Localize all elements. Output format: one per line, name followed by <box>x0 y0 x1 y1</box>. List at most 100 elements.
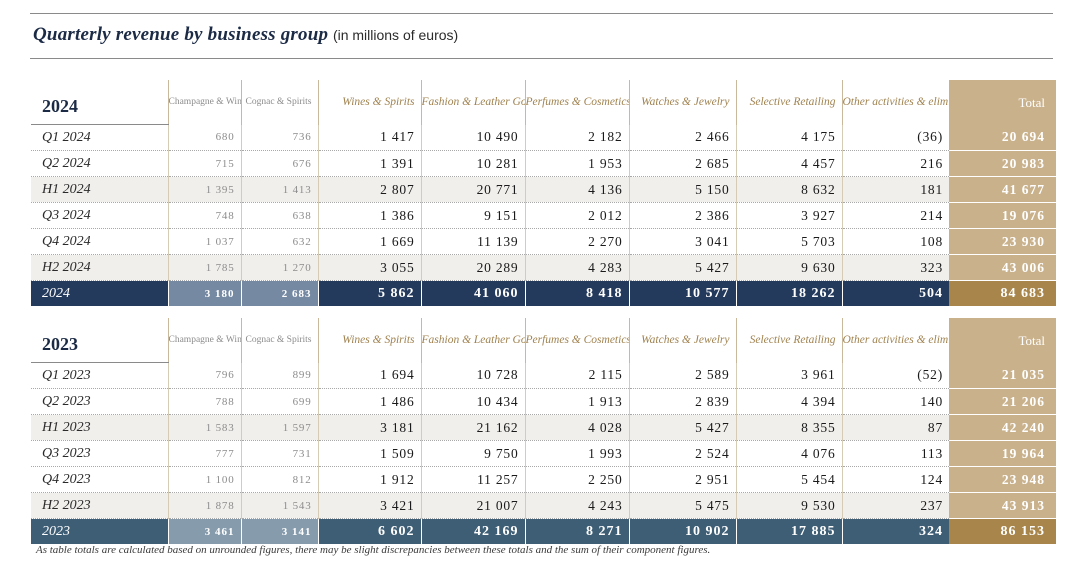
cell: 1 993 <box>524 440 629 467</box>
cell: 8 418 <box>524 280 629 306</box>
cell: (52) <box>841 362 949 389</box>
table-row: Q4 2024 1 037 632 1 669 11 139 2 270 3 0… <box>31 228 1056 255</box>
total-cell: 21 206 <box>949 388 1056 415</box>
cell: 21 162 <box>420 414 525 441</box>
row-label: H1 2023 <box>31 414 168 441</box>
total-cell: 19 964 <box>949 440 1056 467</box>
cell: 323 <box>841 254 949 281</box>
cell: 4 136 <box>524 176 629 203</box>
cell: 3 141 <box>240 518 318 544</box>
cell: 788 <box>167 388 241 415</box>
col-cognac: Cognac & Spirits <box>240 318 318 363</box>
cell: 2 012 <box>524 202 629 229</box>
cell: 731 <box>240 440 318 467</box>
cell: 2 524 <box>628 440 736 467</box>
title-text: Quarterly revenue by business group <box>33 24 329 45</box>
cell: 1 100 <box>167 466 241 493</box>
row-label: Q1 2024 <box>31 124 168 151</box>
col-perfumes: Perfumes & Cosmetics <box>524 80 629 125</box>
cell: 8 271 <box>524 518 629 544</box>
cell: 9 530 <box>735 492 842 519</box>
cell: 237 <box>841 492 949 519</box>
cell: 5 862 <box>317 280 421 306</box>
cell: 1 785 <box>167 254 241 281</box>
cell: 4 457 <box>735 150 842 177</box>
cell: 676 <box>240 150 318 177</box>
cell: 3 041 <box>628 228 736 255</box>
footnote: As table totals are calculated based on … <box>36 544 711 556</box>
cell: 2 839 <box>628 388 736 415</box>
cell: 5 475 <box>628 492 736 519</box>
cell: 748 <box>167 202 241 229</box>
cell: 1 486 <box>317 388 421 415</box>
cell: 4 283 <box>524 254 629 281</box>
cell: 3 181 <box>317 414 421 441</box>
cell: 1 694 <box>317 362 421 389</box>
cell: 1 953 <box>524 150 629 177</box>
cell: 20 289 <box>420 254 525 281</box>
total-cell: 43 913 <box>949 492 1056 519</box>
cell: 812 <box>240 466 318 493</box>
col-selective: Selective Retailing <box>735 318 842 363</box>
year-total-row: 2024 3 180 2 683 5 862 41 060 8 418 10 5… <box>31 280 1056 306</box>
cell: 1 413 <box>240 176 318 203</box>
row-label: H1 2024 <box>31 176 168 203</box>
cell: 10 434 <box>420 388 525 415</box>
cell: 3 421 <box>317 492 421 519</box>
cell: 2 270 <box>524 228 629 255</box>
cell: 214 <box>841 202 949 229</box>
col-other: Other activities & eliminations <box>841 318 949 363</box>
table-row: Q2 2024 715 676 1 391 10 281 1 953 2 685… <box>31 150 1056 177</box>
cell: 899 <box>240 362 318 389</box>
col-fashion: Fashion & Leather Goods <box>420 318 525 363</box>
cell: 680 <box>167 124 241 151</box>
table-row: Q1 2023 796 899 1 694 10 728 2 115 2 589… <box>31 362 1056 389</box>
cell: 140 <box>841 388 949 415</box>
col-fashion: Fashion & Leather Goods <box>420 80 525 125</box>
table-row: H1 2024 1 395 1 413 2 807 20 771 4 136 5… <box>31 176 1056 203</box>
year-heading: 2023 <box>31 318 168 363</box>
table-row: Q1 2024 680 736 1 417 10 490 2 182 2 466… <box>31 124 1056 151</box>
cell: 4 175 <box>735 124 842 151</box>
cell: 796 <box>167 362 241 389</box>
cell: 4 394 <box>735 388 842 415</box>
cell: 9 630 <box>735 254 842 281</box>
cell: (36) <box>841 124 949 151</box>
table-row: H2 2023 1 878 1 543 3 421 21 007 4 243 5… <box>31 492 1056 519</box>
revenue-table-2023: 2023 Champagne & Wines Cognac & Spirits … <box>31 318 1056 544</box>
col-wines-spirits: Wines & Spirits <box>317 80 421 125</box>
cell: 715 <box>167 150 241 177</box>
cell: 2 951 <box>628 466 736 493</box>
row-label: H2 2024 <box>31 254 168 281</box>
cell: 632 <box>240 228 318 255</box>
cell: 324 <box>841 518 949 544</box>
cell: 1 417 <box>317 124 421 151</box>
row-label: Q1 2023 <box>31 362 168 389</box>
cell: 2 466 <box>628 124 736 151</box>
col-total: Total <box>949 318 1056 363</box>
cell: 1 669 <box>317 228 421 255</box>
cell: 124 <box>841 466 949 493</box>
cell: 17 885 <box>735 518 842 544</box>
cell: 9 750 <box>420 440 525 467</box>
cell: 6 602 <box>317 518 421 544</box>
row-label: Q2 2024 <box>31 150 168 177</box>
cell: 736 <box>240 124 318 151</box>
cell: 638 <box>240 202 318 229</box>
cell: 10 577 <box>628 280 736 306</box>
cell: 10 281 <box>420 150 525 177</box>
cell: 9 151 <box>420 202 525 229</box>
cell: 181 <box>841 176 949 203</box>
total-cell: 19 076 <box>949 202 1056 229</box>
col-total: Total <box>949 80 1056 125</box>
cell: 1 878 <box>167 492 241 519</box>
table-row: H2 2024 1 785 1 270 3 055 20 289 4 283 5… <box>31 254 1056 281</box>
cell: 11 257 <box>420 466 525 493</box>
total-cell: 21 035 <box>949 362 1056 389</box>
cell: 3 961 <box>735 362 842 389</box>
cell: 1 391 <box>317 150 421 177</box>
cell: 2 386 <box>628 202 736 229</box>
cell: 2 685 <box>628 150 736 177</box>
row-label: 2024 <box>31 280 168 306</box>
cell: 1 270 <box>240 254 318 281</box>
